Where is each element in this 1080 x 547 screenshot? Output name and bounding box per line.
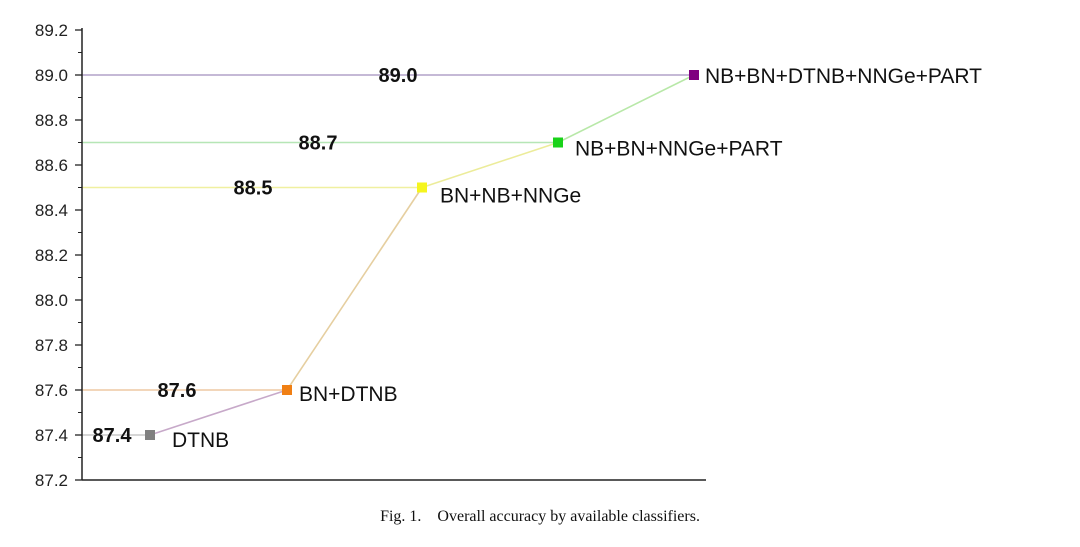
data-point-marker: [417, 182, 427, 193]
y-tick-label: 89.2: [35, 21, 68, 40]
y-tick-label: 87.4: [35, 426, 68, 445]
data-point-marker: [689, 70, 699, 80]
data-point-marker: [145, 430, 155, 440]
figure-caption: Fig. 1. Overall accuracy by available cl…: [0, 508, 1080, 526]
y-tick-label: 87.6: [35, 381, 68, 400]
data-point-marker: [553, 137, 563, 148]
classifier-label: BN+DTNB: [299, 383, 398, 406]
data-value-label: 88.5: [234, 178, 273, 200]
data-value-label: 87.4: [93, 425, 133, 447]
y-tick-label: 88.2: [35, 246, 68, 265]
y-axis: 87.2 87.4 87.6 87.8 88.0 88.2 88.4 88.6 88.8 89.0…: [35, 21, 706, 490]
caption-figure-number: Fig. 1.: [380, 508, 422, 525]
data-value-label: 88.7: [299, 133, 338, 155]
data-labels: 87.4 87.6 88.5 88.7 89.0 DTNB BN+DTNB BN+NB+NNG…: [93, 65, 983, 452]
data-value-label: 89.0: [379, 65, 418, 87]
data-value-label: 87.6: [158, 380, 197, 402]
reference-lines: [82, 74, 694, 436]
data-point-marker: [282, 385, 292, 395]
series-line: [149, 74, 695, 436]
y-tick-label: 88.8: [35, 111, 68, 130]
series-segment: [286, 187, 423, 391]
classifier-label: BN+NB+NNGe: [440, 185, 581, 208]
y-tick-label: 87.8: [35, 336, 68, 355]
y-tick-label: 89.0: [35, 66, 68, 85]
series-segment: [149, 389, 288, 436]
classifier-label: NB+BN+DTNB+NNGe+PART: [705, 65, 982, 88]
y-tick-label: 88.6: [35, 156, 68, 175]
series-segment: [421, 141, 559, 189]
classifier-label: DTNB: [172, 429, 229, 452]
caption-text: Overall accuracy by available classifier…: [437, 508, 700, 525]
y-tick-label: 88.0: [35, 291, 68, 310]
series-segment: [557, 74, 695, 144]
classifier-label: NB+BN+NNGe+PART: [575, 138, 783, 161]
data-markers: [145, 70, 699, 440]
accuracy-chart: 87.2 87.4 87.6 87.8 88.0 88.2 88.4 88.6 88.8 89.0…: [35, 21, 983, 490]
y-tick-label: 87.2: [35, 471, 68, 490]
y-tick-label: 88.4: [35, 201, 68, 220]
